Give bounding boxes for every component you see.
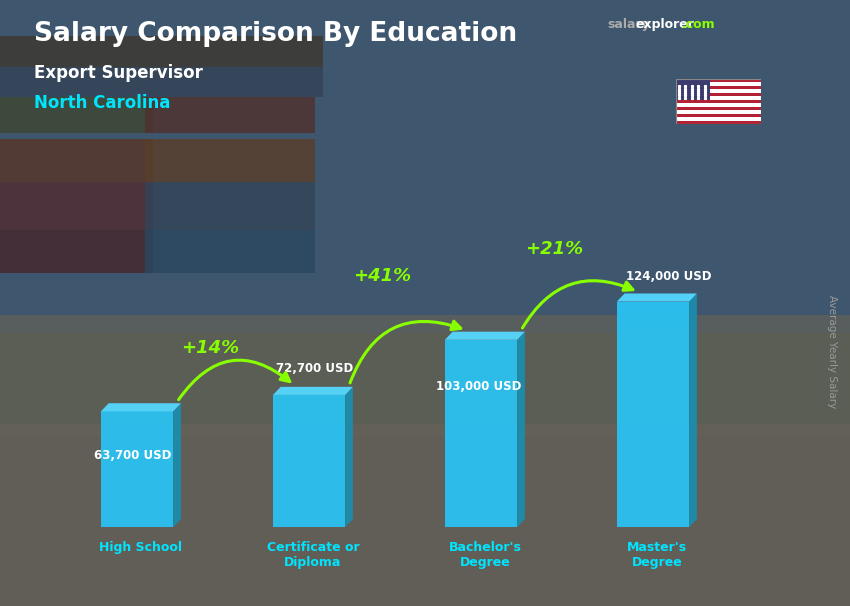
Bar <box>676 114 761 117</box>
Bar <box>144 97 314 133</box>
Bar <box>676 96 761 100</box>
Bar <box>0 0 850 333</box>
Polygon shape <box>345 387 353 527</box>
Polygon shape <box>445 340 517 527</box>
Bar <box>676 79 761 82</box>
Bar <box>676 82 761 86</box>
Polygon shape <box>101 411 173 527</box>
Text: explorer: explorer <box>636 18 694 31</box>
Text: salary: salary <box>608 18 650 31</box>
Text: .com: .com <box>682 18 716 31</box>
Polygon shape <box>173 403 181 527</box>
Text: +21%: +21% <box>525 240 583 258</box>
Bar <box>676 93 761 96</box>
Text: +41%: +41% <box>353 267 411 285</box>
Polygon shape <box>689 293 697 527</box>
Bar <box>0 139 153 182</box>
Polygon shape <box>273 395 345 527</box>
Text: 63,700 USD: 63,700 USD <box>94 449 172 462</box>
Bar <box>144 182 314 230</box>
Bar <box>676 100 761 103</box>
Bar <box>676 103 761 107</box>
Bar <box>0 36 323 67</box>
Bar <box>676 89 761 93</box>
Bar <box>0 424 850 606</box>
Text: 72,700 USD: 72,700 USD <box>276 362 354 375</box>
Bar <box>0 315 850 436</box>
Bar <box>676 121 761 124</box>
Text: 103,000 USD: 103,000 USD <box>436 380 522 393</box>
Bar <box>676 117 761 121</box>
Bar <box>0 333 850 424</box>
Polygon shape <box>517 331 525 527</box>
Polygon shape <box>445 331 525 340</box>
Text: +14%: +14% <box>181 339 239 357</box>
Bar <box>144 139 314 182</box>
Bar <box>676 107 761 110</box>
Bar <box>0 97 153 133</box>
Text: Average Yearly Salary: Average Yearly Salary <box>827 295 837 408</box>
Bar <box>676 110 761 114</box>
Polygon shape <box>273 387 353 395</box>
Bar <box>0 230 153 273</box>
Bar <box>0 67 323 97</box>
Polygon shape <box>617 293 697 302</box>
Text: North Carolina: North Carolina <box>34 94 170 112</box>
Text: Certificate or
Diploma: Certificate or Diploma <box>267 541 360 568</box>
Text: Salary Comparison By Education: Salary Comparison By Education <box>34 21 517 47</box>
Polygon shape <box>617 302 689 527</box>
Text: Export Supervisor: Export Supervisor <box>34 64 203 82</box>
Bar <box>676 79 710 100</box>
Text: Master's
Degree: Master's Degree <box>626 541 687 568</box>
Bar <box>676 86 761 89</box>
Bar <box>144 230 314 273</box>
Text: Bachelor's
Degree: Bachelor's Degree <box>449 541 521 568</box>
Text: High School: High School <box>99 541 183 554</box>
Polygon shape <box>101 403 181 411</box>
Bar <box>0 182 153 230</box>
Text: 124,000 USD: 124,000 USD <box>626 270 711 283</box>
